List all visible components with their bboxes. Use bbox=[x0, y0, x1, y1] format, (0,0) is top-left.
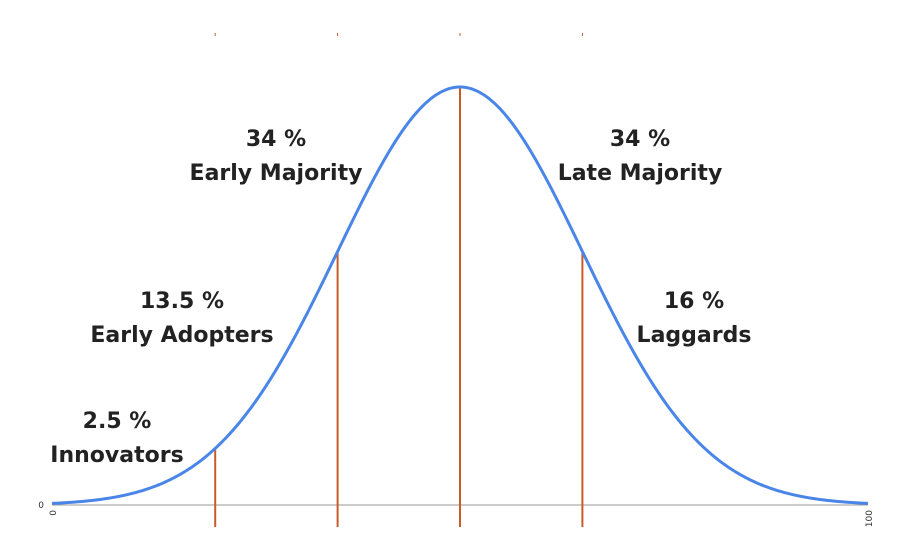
segment-label-laggards: 16 % Laggards bbox=[637, 289, 752, 348]
x-tick-label-100: 100 bbox=[865, 510, 875, 527]
segment-name-laggards: Laggards bbox=[637, 323, 752, 348]
segment-percent-laggards: 16 % bbox=[664, 289, 724, 314]
y-tick-label-0: 0 bbox=[38, 501, 44, 511]
segment-label-early-adopters: 13.5 % Early Adopters bbox=[90, 289, 273, 348]
segment-dividers bbox=[214, 87, 584, 527]
segment-label-late-majority: 34 % Late Majority bbox=[558, 127, 723, 186]
segment-percent-early-adopters: 13.5 % bbox=[140, 289, 224, 314]
segment-name-early-majority: Early Majority bbox=[190, 161, 363, 186]
segment-label-early-majority: 34 % Early Majority bbox=[190, 127, 363, 186]
x-tick-label-0: 0 bbox=[49, 510, 59, 516]
bell-curve-line bbox=[51, 85, 869, 505]
top-ticks bbox=[214, 33, 583, 36]
segment-percent-early-majority: 34 % bbox=[246, 127, 306, 152]
segment-percent-late-majority: 34 % bbox=[610, 127, 670, 152]
segment-name-late-majority: Late Majority bbox=[558, 161, 723, 186]
segment-name-innovators: Innovators bbox=[50, 443, 183, 468]
segment-percent-innovators: 2.5 % bbox=[83, 409, 152, 434]
segment-label-innovators: 2.5 % Innovators bbox=[50, 409, 183, 468]
segment-name-early-adopters: Early Adopters bbox=[90, 323, 273, 348]
